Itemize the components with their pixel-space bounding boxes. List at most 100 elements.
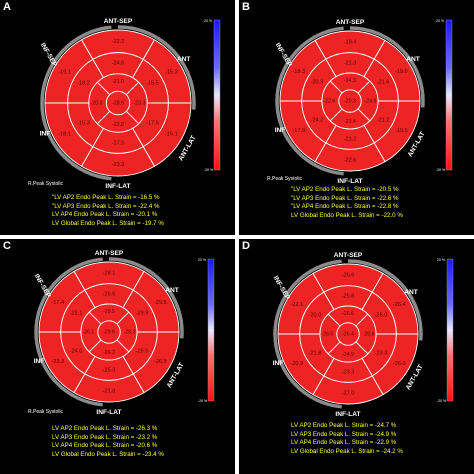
label-ant-sep: ANT-SEP: [334, 252, 363, 259]
arc-bottom-left: [34, 257, 103, 407]
apex-segment: [105, 90, 131, 116]
basal-segment-value: -26.0: [393, 361, 406, 367]
mid-segment-value: -18.2: [77, 81, 90, 87]
panel-b: B 20 % -20 % -19.4 -19.0 -19.5 -22.6 -17.9 -19.…: [239, 0, 474, 235]
label-inf-lat: INF-LAT: [105, 183, 130, 190]
label-inf: INF: [273, 360, 284, 367]
peak-systolic-label: R.Peak Systolic: [267, 176, 303, 182]
mid-segment-value: -23.3: [375, 351, 388, 357]
ap4-strain-line: LV AP4 Endo Peak L. Strain = -22.9 %: [291, 439, 397, 447]
peak-systolic-label: R.Peak Systolic: [28, 409, 64, 415]
scale-bottom-label: -20 %: [437, 399, 446, 403]
strain-summary: "LV AP2 Endo Peak L. Strain = -16.5 % "L…: [52, 194, 164, 228]
panel-c: C 20 % -20 % -28.1 -29.5 -26.9 -21.8 -23.3 -17.…: [0, 239, 235, 474]
mid-segment-value: -25.5: [136, 349, 149, 355]
apex-segment: [97, 320, 121, 344]
basal-segment-value: -19.0: [395, 69, 408, 75]
mid-segment-value: -21.8: [309, 351, 322, 357]
basal-segment-value: -17.4: [51, 300, 64, 306]
mid-segment-value: -25.8: [342, 293, 355, 299]
scale-bottom-label: -20 %: [436, 168, 445, 172]
label-inf-sep: INF-SEP: [39, 42, 58, 69]
apical-segment-value: -21.0: [112, 79, 124, 85]
ap3-strain-line: LV AP3 Endo Peak L. Strain = -24.9 %: [291, 430, 397, 438]
basal-segment-value: -19.4: [344, 39, 357, 45]
ap4-strain-line: LV AP4 Endo Peak L. Strain = -20.1 %: [52, 211, 158, 219]
bullseye-plot: 20 %-20 %-26.6-26.4-26.0-27.0-20.9-22.1-…: [272, 252, 454, 418]
label-inf: INF: [40, 130, 51, 137]
mid-segment-value: -22.1: [70, 310, 83, 316]
basal-segment-value: -26.6: [342, 272, 355, 278]
basal-segment-value: -19.5: [395, 128, 408, 134]
scale-bottom-label: -20 %: [198, 399, 207, 403]
mid-segment-value: -25.3: [103, 368, 116, 374]
basal-segment-value: -15.3: [165, 70, 178, 76]
peak-systolic-label: R.Peak Systolic: [28, 181, 64, 187]
apical-segment-value: -23.4: [344, 119, 356, 125]
basal-segment-value: -20.9: [290, 361, 303, 367]
ap2-strain-line: "LV AP2 Endo Peak L. Strain = -16.5 %: [52, 194, 160, 201]
basal-segment-value: -26.4: [393, 302, 406, 308]
ap2-strain-line: "LV AP2 Endo Peak L. Strain = -20.5 %: [291, 186, 399, 193]
global-strain-line: LV Global Endo Peak L. Strain = -23.4 %: [52, 450, 164, 458]
scale-top-label: 20 %: [204, 19, 212, 23]
global-strain-line: LV Global Endo Peak L. Strain = -24.2 %: [291, 447, 403, 455]
basal-segment-value: -27.0: [342, 391, 355, 397]
apical-segment-value: -23.3: [134, 100, 146, 106]
strain-summary: "LV AP2 Endo Peak L. Strain = -20.5 % "L…: [291, 186, 403, 220]
basal-segment-value: -22.2: [112, 39, 125, 45]
basal-segment-value: -18.1: [58, 131, 71, 137]
mid-segment-value: -17.5: [146, 120, 159, 126]
mid-segment-value: -15.5: [146, 81, 159, 87]
mid-segment-value: -24.6: [112, 61, 125, 67]
mid-segment-value: -24.2: [311, 118, 324, 124]
bullseye-plot: 20 %-20 %-19.4-19.0-19.5-22.6-17.9-19.3-…: [274, 19, 453, 185]
ap3-strain-line: "LV AP3 Endo Peak L. Strain = -22.4 %: [52, 202, 160, 210]
scale-bottom-label: -20 %: [204, 168, 213, 172]
basal-segment-value: -23.3: [51, 359, 64, 365]
arc-bottom-left: [273, 259, 342, 409]
panel-a: A 20 % -20 % -22.2 -15.3 -15.1 -23.9 -18.1 -19.…: [0, 0, 235, 235]
label-inf-sep: INF-SEP: [33, 273, 52, 300]
global-strain-line: LV Global Endo Peak L. Strain = -19.7 %: [52, 219, 164, 227]
label-inf: INF: [275, 127, 286, 134]
mid-segment-value: -29.9: [136, 310, 149, 316]
basal-segment-value: -19.1: [58, 70, 71, 76]
mid-segment-value: -20.0: [309, 312, 322, 318]
color-scale-bar: [213, 19, 221, 171]
apical-segment-value: -24.6: [365, 98, 377, 104]
strain-summary: LV AP2 Endo Peak L. Strain = -24.7 % LV …: [291, 422, 403, 456]
basal-segment-value: -23.9: [112, 162, 125, 168]
mid-segment-value: -21.2: [344, 137, 357, 143]
apical-segment-value: -26.2: [103, 350, 115, 356]
apex-segment: [338, 89, 362, 113]
apical-segment-value: -26.6: [342, 311, 354, 317]
label-ant: ANT: [165, 287, 179, 294]
apical-segment-value: -24.3: [344, 78, 356, 84]
arc-bottom-left: [275, 26, 344, 176]
ap3-strain-line: "LV AP3 Endo Peak L. Strain = -22.6 %: [291, 194, 399, 202]
apical-segment-value: -26.1: [82, 329, 94, 335]
mid-segment-value: -25.0: [375, 312, 388, 318]
basal-segment-value: -17.9: [292, 128, 305, 134]
panel-letter: B: [242, 1, 250, 13]
arc-top-right: [108, 257, 184, 339]
apex-segment-value: -20.3: [344, 98, 356, 104]
mid-segment-value: -21.3: [344, 60, 357, 66]
scale-top-label: 20 %: [198, 258, 206, 262]
scale-top-label: 20 %: [437, 258, 445, 262]
apical-segment-value: -24.9: [342, 352, 354, 358]
label-inf-lat: INF-LAT: [96, 409, 121, 416]
label-ant: ANT: [177, 56, 191, 63]
basal-segment-value: -26.9: [154, 359, 167, 365]
apex-segment-value: -29.6: [103, 329, 115, 335]
label-ant-sep: ANT-SEP: [104, 18, 133, 25]
apical-segment-value: -22.6: [323, 98, 335, 104]
color-scale-bar: [445, 19, 453, 171]
panel-letter: C: [3, 240, 11, 252]
mid-segment-value: -24.0: [70, 349, 83, 355]
apical-segment-value: -29.5: [103, 309, 115, 315]
arc-bottom-left: [40, 25, 112, 181]
scale-top-label: 20 %: [436, 19, 444, 23]
